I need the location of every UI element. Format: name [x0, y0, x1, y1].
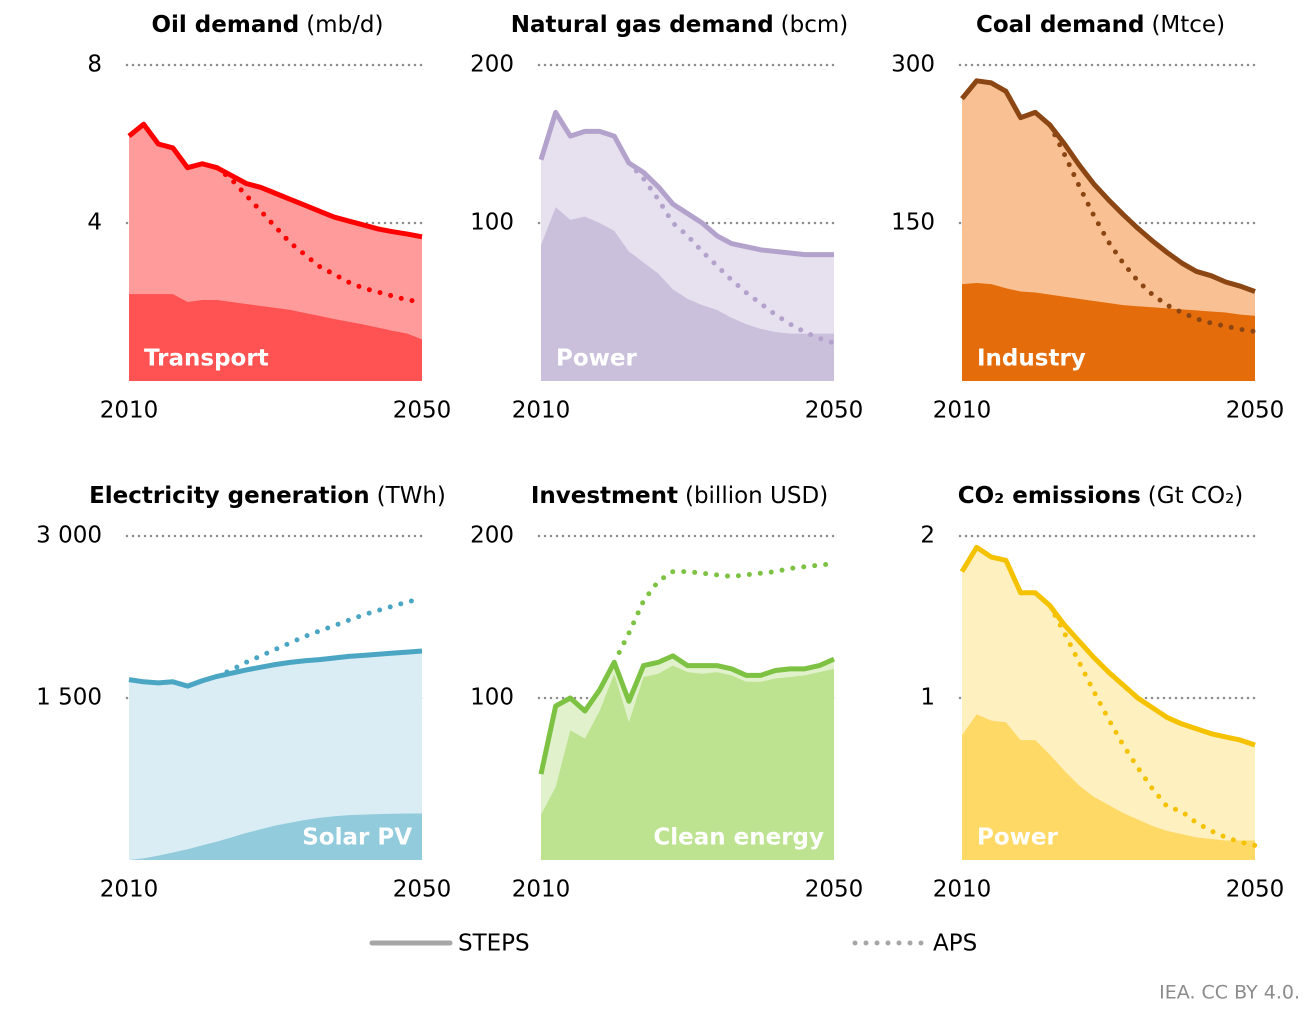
sector-label: Solar PV: [302, 825, 412, 851]
legend-label: STEPS: [458, 931, 530, 957]
y-tick-label: 4: [87, 210, 102, 236]
x-tick-label: 2010: [933, 398, 992, 424]
panel-title: Natural gas demand (bcm): [511, 12, 849, 38]
panel-title: Investment (billion USD): [531, 483, 828, 509]
x-tick-label: 2010: [100, 398, 159, 424]
sector-area: [541, 207, 834, 381]
x-tick-label: 2050: [805, 877, 864, 903]
x-tick-label: 2050: [1226, 877, 1285, 903]
y-tick-label: 200: [470, 52, 514, 78]
panel-unit: (bcm): [781, 12, 849, 38]
panel-title-text: Oil demand: [151, 12, 299, 38]
panel-unit: (mb/d): [306, 12, 383, 38]
panel-title-text: Coal demand: [976, 12, 1144, 38]
y-tick-label: 8: [87, 52, 102, 78]
y-tick-label: 150: [891, 210, 935, 236]
legend-label: APS: [933, 931, 977, 957]
panel-unit: (TWh): [377, 483, 446, 509]
aps-line: [611, 561, 837, 665]
x-tick-label: 2050: [393, 398, 452, 424]
x-tick-label: 2050: [1226, 398, 1285, 424]
steps-line: [538, 109, 834, 258]
steps-line: [128, 648, 423, 689]
y-tick-label: 1: [920, 685, 935, 711]
sector-area: [962, 283, 1255, 381]
panel-title: Coal demand (Mtce): [976, 12, 1225, 38]
steps-line: [960, 78, 1256, 294]
panel-unit: (Gt CO₂): [1148, 483, 1243, 509]
panel-title-text: CO₂ emissions: [958, 483, 1141, 509]
sector-area: [541, 665, 834, 860]
panel-title-text: Electricity generation: [89, 483, 370, 509]
panel-title: CO₂ emissions (Gt CO₂): [958, 483, 1244, 509]
aps-line: [214, 596, 425, 679]
x-tick-label: 2010: [100, 877, 159, 903]
y-tick-label: 300: [891, 52, 935, 78]
aps-line: [1047, 122, 1258, 334]
y-tick-label: 100: [470, 685, 514, 711]
y-tick-label: 1 500: [36, 685, 102, 711]
y-tick-label: 200: [470, 523, 514, 549]
panel-title: Electricity generation (TWh): [89, 483, 446, 509]
sector-area: [129, 294, 422, 381]
sector-label: Power: [556, 346, 638, 372]
sector-label: Industry: [977, 346, 1086, 372]
aps-line: [214, 165, 425, 305]
x-tick-label: 2010: [933, 877, 992, 903]
source-note: IEA. CC BY 4.0.: [1159, 982, 1300, 1004]
steps-line: [127, 121, 423, 240]
sector-area: [129, 813, 422, 860]
x-tick-label: 2010: [512, 398, 571, 424]
y-tick-label: 2: [920, 523, 935, 549]
aps-line: [1047, 603, 1258, 848]
total-area: [129, 651, 422, 860]
x-tick-label: 2050: [805, 398, 864, 424]
panel-title-text: Natural gas demand: [511, 12, 774, 38]
sector-label: Transport: [144, 346, 269, 372]
sector-area: [962, 714, 1255, 860]
x-tick-label: 2050: [393, 877, 452, 903]
y-tick-label: 3 000: [36, 523, 102, 549]
y-tick-label: 100: [470, 210, 514, 236]
sector-label: Power: [977, 825, 1059, 851]
panel-title-text: Investment: [531, 483, 678, 509]
sector-label: Clean energy: [653, 825, 824, 851]
panel-unit: (Mtce): [1151, 12, 1225, 38]
x-tick-label: 2010: [512, 877, 571, 903]
steps-line: [959, 544, 1256, 748]
panel-title: Oil demand (mb/d): [151, 12, 383, 38]
aps-line: [626, 160, 837, 346]
panel-unit: (billion USD): [685, 483, 828, 509]
steps-line: [538, 653, 836, 775]
